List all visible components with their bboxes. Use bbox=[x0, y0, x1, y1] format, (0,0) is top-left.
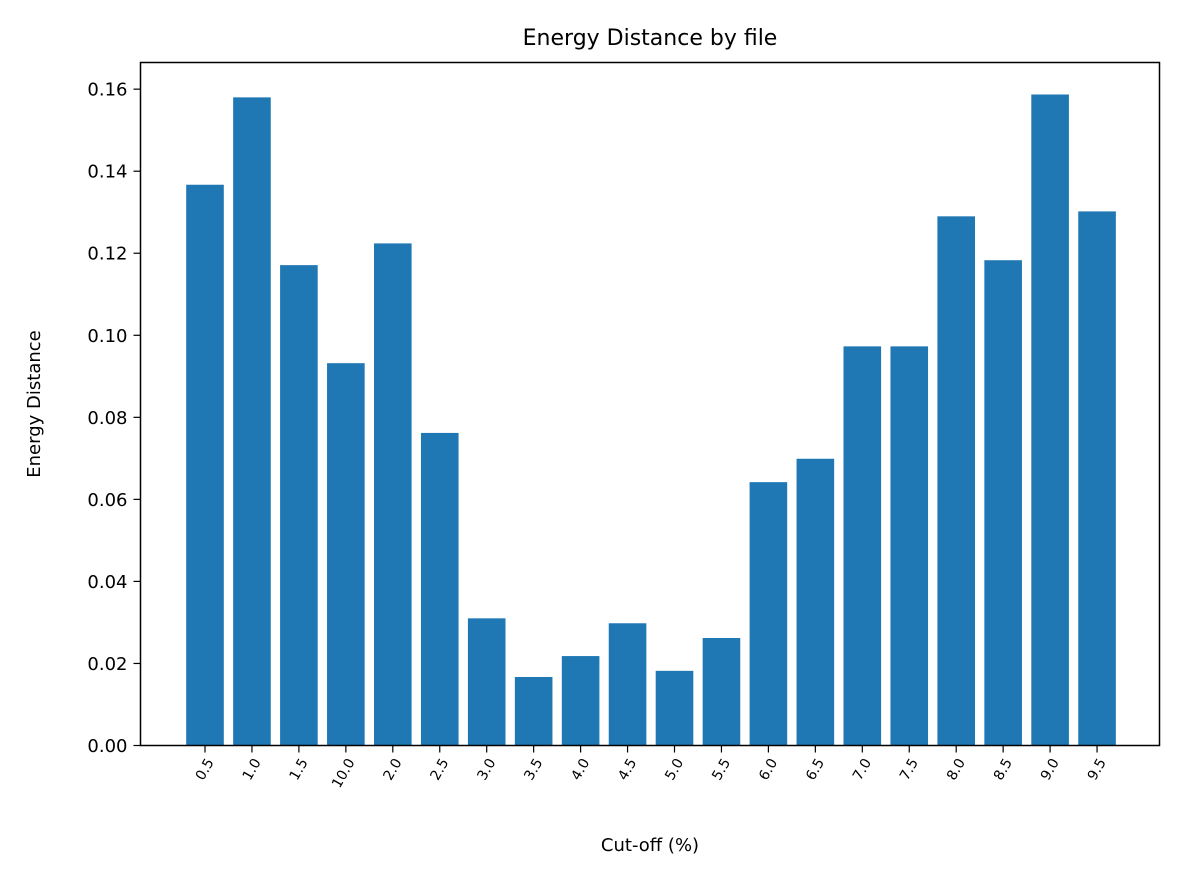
x-tick-label: 6.5 bbox=[803, 756, 828, 783]
y-tick-label: 0.00 bbox=[87, 736, 127, 757]
bars-layer bbox=[186, 94, 1116, 746]
bar-8.5 bbox=[984, 260, 1022, 746]
bar-6.5 bbox=[796, 458, 835, 746]
bar-9.5 bbox=[1078, 211, 1116, 746]
bar-3.0 bbox=[467, 618, 506, 746]
x-tick-label: 9.5 bbox=[1085, 756, 1110, 783]
chart-title: Energy Distance by file bbox=[523, 26, 778, 51]
bar-5.0 bbox=[655, 670, 694, 746]
bar-4.0 bbox=[561, 656, 600, 746]
x-tick-label: 2.5 bbox=[427, 756, 452, 783]
x-tick-label: 4.0 bbox=[568, 756, 593, 783]
y-tick-label: 0.04 bbox=[87, 572, 127, 593]
bar-7.0 bbox=[843, 346, 882, 746]
bar-2.0 bbox=[374, 243, 412, 746]
x-tick-label: 8.5 bbox=[991, 756, 1016, 783]
bar-1.0 bbox=[233, 97, 271, 746]
y-tick-label: 0.14 bbox=[87, 162, 127, 183]
x-tick-label: 7.0 bbox=[850, 756, 875, 783]
x-axis: 0.5 1.0 1.5 10.0 2.0 2.5 3.0 3.5 4.0 4.5 5.0 5.5 6.0… bbox=[193, 745, 1110, 791]
x-tick-label: 0.5 bbox=[193, 756, 218, 783]
x-tick-label: 2.0 bbox=[381, 756, 406, 783]
bar-3.5 bbox=[514, 676, 553, 746]
y-tick-label: 0.02 bbox=[87, 654, 127, 675]
bar-0.5 bbox=[186, 184, 224, 746]
x-tick-label: 8.0 bbox=[944, 756, 969, 783]
y-axis-label: Energy Distance bbox=[24, 330, 45, 477]
bar-8.0 bbox=[937, 216, 975, 746]
x-tick-label: 5.0 bbox=[662, 756, 687, 783]
bar-1.5 bbox=[280, 265, 318, 746]
x-axis-label: Cut-off (%) bbox=[601, 835, 699, 856]
x-tick-label: 3.5 bbox=[521, 756, 546, 783]
x-tick-label: 3.0 bbox=[474, 756, 499, 783]
x-tick-label: 4.5 bbox=[615, 756, 640, 783]
x-tick-label: 1.0 bbox=[240, 756, 265, 783]
bar-7.5 bbox=[890, 346, 929, 746]
y-tick-label: 0.12 bbox=[87, 244, 127, 265]
y-axis: 0.00 0.02 0.04 0.06 0.08 0.10 0.12 0.14 0.16 bbox=[87, 80, 141, 757]
bar-2.5 bbox=[420, 432, 459, 746]
x-tick-label: 9.0 bbox=[1038, 756, 1063, 783]
y-tick-label: 0.08 bbox=[87, 408, 127, 429]
x-tick-label: 5.5 bbox=[709, 756, 734, 783]
x-tick-label: 10.0 bbox=[329, 756, 358, 791]
x-tick-label: 6.0 bbox=[756, 756, 781, 783]
y-tick-label: 0.16 bbox=[87, 80, 127, 101]
bar-10.0 bbox=[327, 363, 365, 746]
bar-5.5 bbox=[702, 638, 741, 746]
x-tick-label: 7.5 bbox=[897, 756, 922, 783]
y-tick-label: 0.10 bbox=[87, 326, 127, 347]
x-tick-label: 1.5 bbox=[287, 756, 312, 783]
bar-4.5 bbox=[608, 623, 647, 746]
bar-9.0 bbox=[1031, 94, 1069, 746]
plot-frame bbox=[139, 61, 1161, 747]
bar-6.0 bbox=[749, 482, 788, 746]
y-tick-label: 0.06 bbox=[87, 490, 127, 511]
